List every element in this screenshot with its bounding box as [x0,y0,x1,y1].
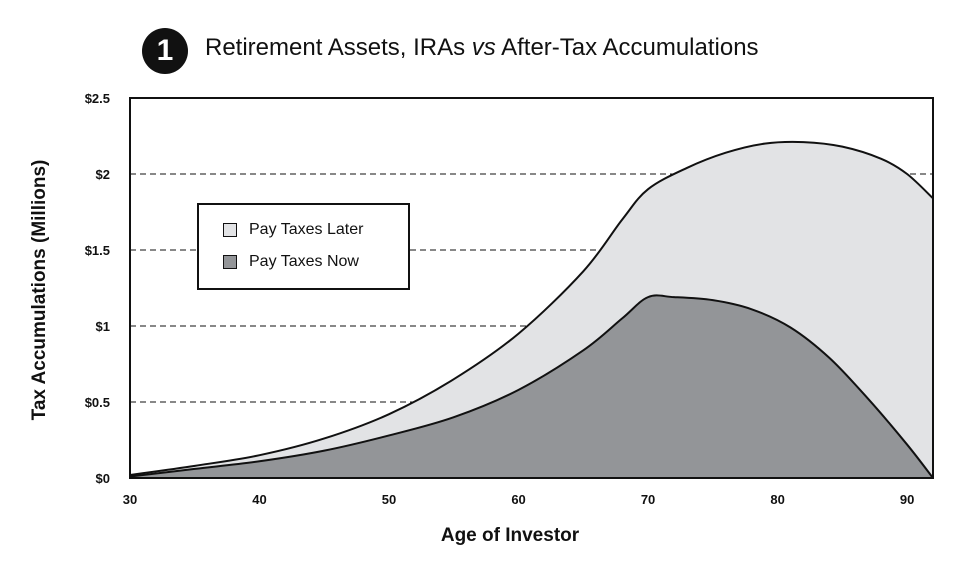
chart-title-part: After-Tax Accumulations [495,34,759,61]
plot-frame [129,97,934,479]
line-pay-taxes-now [129,294,934,479]
y-axis-label: Tax Accumulations (Millions) [29,159,50,421]
x-tick-label: 60 [511,492,525,507]
x-axis-label: Age of Investor [440,525,580,546]
chart-title: Retirement Assets, IRAs vs After-Tax Acc… [205,34,759,62]
chart-title-vs: vs [471,34,496,61]
y-axis-ticks: $0 $0.5 $1 $1.5 $2 $2.5 [85,91,110,486]
y-tick-label: $1 [96,319,110,334]
legend-item-pay-taxes-later: Pay Taxes Later [223,221,363,239]
x-tick-label: 50 [382,492,396,507]
y-tick-label: $0.5 [85,395,110,410]
y-tick-label: $2 [96,167,110,182]
area-pay-taxes-now [130,295,933,478]
legend-swatch-pay-taxes-now [223,255,237,269]
x-tick-label: 70 [641,492,655,507]
x-axis-ticks: 30 40 50 60 70 80 90 [123,492,915,507]
legend-item-pay-taxes-now: Pay Taxes Now [223,253,359,271]
x-tick-label: 30 [123,492,137,507]
y-tick-label: $1.5 [85,243,110,258]
x-tick-label: 80 [770,492,784,507]
legend-label-pay-taxes-now: Pay Taxes Now [249,253,359,270]
legend: Pay Taxes Later Pay Taxes Now [197,203,410,290]
series-areas [129,140,934,479]
y-tick-label: $0 [96,471,110,486]
legend-label-pay-taxes-later: Pay Taxes Later [249,221,364,238]
title-number-badge: 1 [142,28,188,74]
chart-title-part: Retirement Assets, IRAs [205,34,472,61]
y-tick-label: $2.5 [85,91,110,106]
x-tick-label: 40 [252,492,266,507]
x-tick-label: 90 [900,492,914,507]
line-pay-taxes-later [129,140,934,476]
legend-swatch-pay-taxes-later [223,223,237,237]
